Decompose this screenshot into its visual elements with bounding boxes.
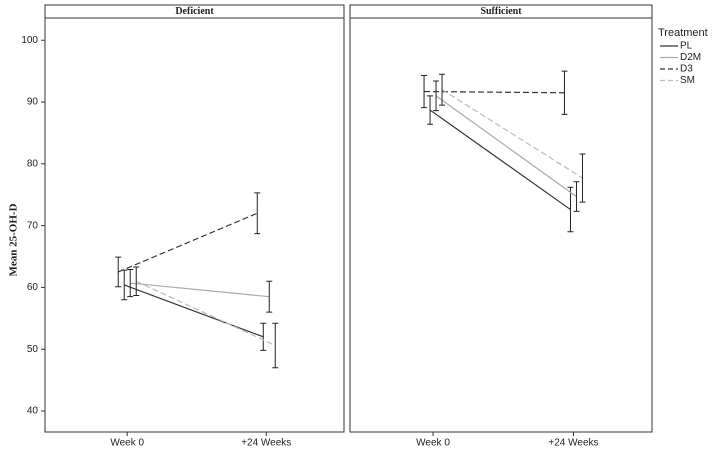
x-tick-label: Week 0 <box>110 438 144 449</box>
y-tick-label: 100 <box>21 35 38 46</box>
series-line <box>117 212 258 273</box>
panel-title: Deficient <box>175 6 214 17</box>
series-line <box>441 89 583 179</box>
x-tick-label: +24 Weeks <box>241 438 291 449</box>
error-bar <box>421 74 428 109</box>
error-bar <box>573 181 580 212</box>
error-bar <box>115 256 122 288</box>
error-bar <box>561 70 568 115</box>
error-bar <box>254 192 261 235</box>
error-bar <box>579 153 586 203</box>
x-tick-label: +24 Weeks <box>548 438 598 449</box>
error-bar <box>133 266 140 296</box>
series-line <box>124 284 264 338</box>
error-bar <box>127 268 134 298</box>
legend-title: Treatment <box>658 27 708 39</box>
y-tick-label: 80 <box>27 158 39 169</box>
x-tick-label: Week 0 <box>416 438 450 449</box>
y-axis-label: Mean 25-OH-D <box>8 203 20 276</box>
panel-title: Sufficient <box>480 6 522 17</box>
error-bar <box>272 322 279 369</box>
y-tick-label: 60 <box>27 282 39 293</box>
y-tick-label: 70 <box>27 220 39 231</box>
series-line <box>130 282 270 298</box>
series-line <box>435 95 577 198</box>
legend-label: D3 <box>680 64 693 75</box>
y-tick-label: 40 <box>27 406 39 417</box>
panel-frame <box>349 4 653 433</box>
y-tick-label: 90 <box>27 97 39 108</box>
error-bar <box>567 186 574 233</box>
error-bar <box>427 95 434 125</box>
series-line <box>424 90 565 94</box>
error-bar <box>266 280 273 313</box>
error-bar <box>433 80 440 112</box>
legend-label: D2M <box>680 52 701 63</box>
legend-label: SM <box>680 75 695 86</box>
error-bar <box>121 269 128 301</box>
series-line <box>429 109 571 211</box>
panel-frame <box>44 4 345 433</box>
error-bar <box>439 73 446 106</box>
series-line <box>135 280 276 347</box>
legend-label: PL <box>680 41 693 52</box>
y-tick-label: 50 <box>27 344 39 355</box>
error-bar <box>260 322 267 351</box>
